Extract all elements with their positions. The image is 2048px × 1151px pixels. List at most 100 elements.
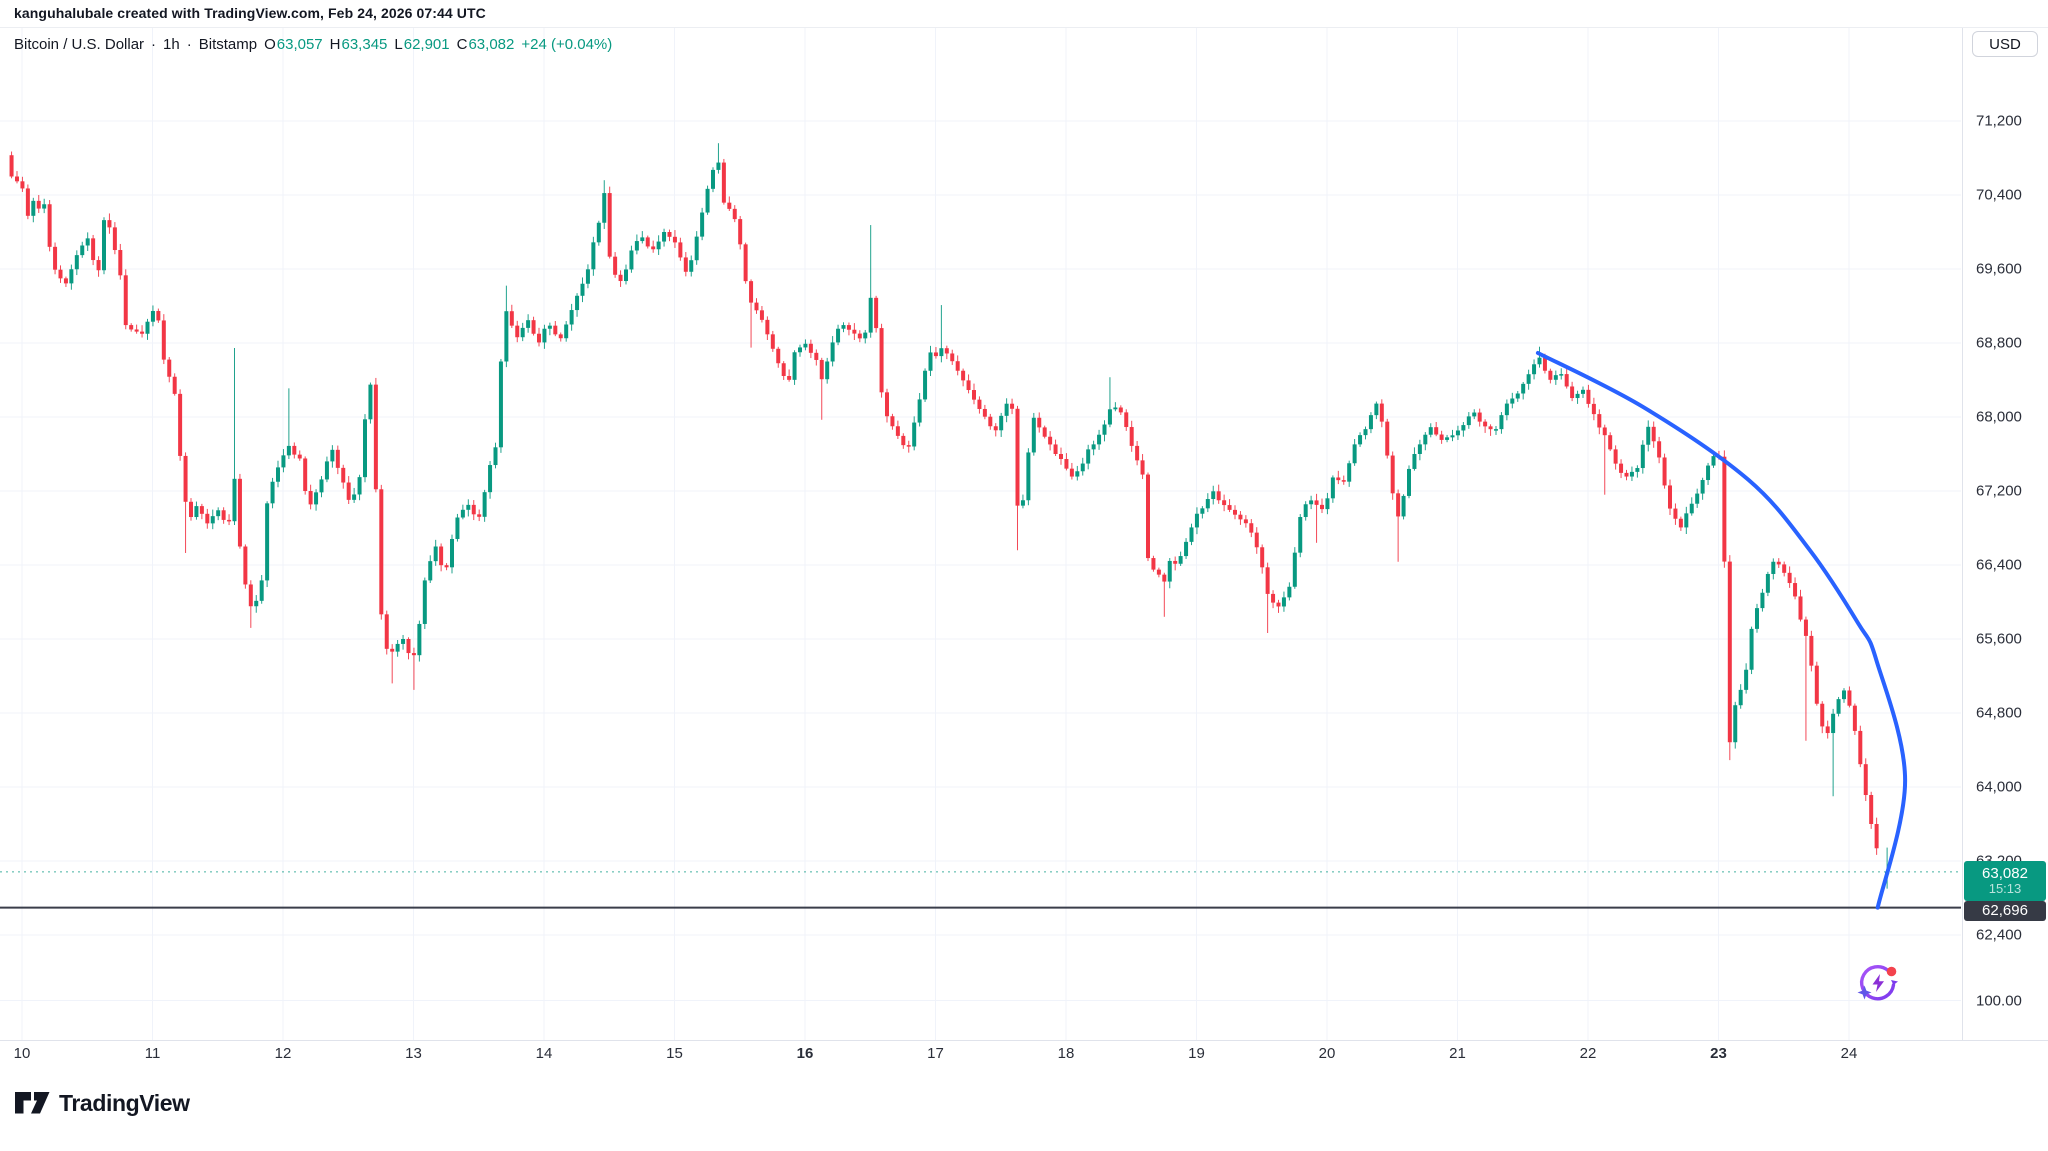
candle-body bbox=[1390, 455, 1395, 494]
time-axis[interactable]: 10 11 12 13 14 15 16 17 18 19 20 21 22 23 24 bbox=[0, 1040, 2048, 1064]
candle-body bbox=[536, 333, 541, 343]
candle-body bbox=[694, 236, 699, 261]
candle-body bbox=[488, 465, 493, 493]
candle-body bbox=[1004, 403, 1009, 416]
candle-body bbox=[1412, 454, 1417, 469]
candle-body bbox=[1118, 407, 1123, 413]
candle-body bbox=[1825, 726, 1830, 734]
candle-body bbox=[161, 320, 166, 360]
candle-body bbox=[1564, 374, 1569, 387]
candle-body bbox=[1396, 493, 1401, 517]
candle-body bbox=[884, 392, 889, 417]
candle-body bbox=[569, 310, 574, 325]
candle-body bbox=[221, 510, 226, 520]
candle-body bbox=[1504, 403, 1509, 416]
ai-sparkle-icon[interactable] bbox=[1857, 965, 1899, 1001]
candle-body bbox=[1548, 370, 1553, 380]
candle-body bbox=[1113, 407, 1118, 410]
candle-body bbox=[406, 639, 411, 654]
candle-body bbox=[1243, 519, 1248, 524]
candle-body bbox=[1271, 593, 1276, 603]
chart-legend: Bitcoin / U.S. Dollar · 1h · Bitstamp O … bbox=[14, 33, 612, 55]
candle-body bbox=[281, 455, 286, 468]
candle-body bbox=[618, 274, 623, 282]
circular-arrow-icon bbox=[1859, 965, 1896, 1001]
candle-body bbox=[678, 242, 683, 258]
candle-body bbox=[1401, 495, 1406, 517]
candle-body bbox=[303, 458, 308, 491]
candle-body bbox=[324, 461, 329, 480]
candle-body bbox=[1281, 597, 1286, 607]
candle-body bbox=[1200, 508, 1205, 514]
low-label: L bbox=[394, 35, 403, 53]
candle-body bbox=[183, 455, 188, 502]
candle-body bbox=[623, 269, 628, 282]
candle-body bbox=[216, 510, 221, 517]
candle-body bbox=[1863, 764, 1868, 796]
candle-body bbox=[1330, 477, 1335, 499]
candle-body bbox=[140, 331, 145, 334]
candle-body bbox=[335, 449, 340, 468]
candle-body bbox=[1292, 552, 1297, 587]
candle-body bbox=[232, 478, 237, 522]
candle-body bbox=[520, 327, 525, 338]
currency-button[interactable]: USD bbox=[1972, 31, 2038, 57]
candle-body bbox=[210, 516, 215, 524]
candle-body bbox=[672, 236, 677, 243]
candle-body bbox=[770, 334, 775, 349]
candle-body bbox=[526, 320, 531, 328]
candle-body bbox=[901, 435, 906, 446]
candle-body bbox=[808, 343, 813, 353]
candle-body bbox=[797, 347, 802, 353]
candle-body bbox=[716, 162, 721, 170]
sparkle-star-icon bbox=[1857, 985, 1872, 1000]
candle-body bbox=[1031, 417, 1036, 453]
candle-body bbox=[96, 260, 101, 271]
candle-body bbox=[645, 237, 650, 247]
candle-body bbox=[1608, 435, 1613, 450]
interval-label[interactable]: 1h bbox=[163, 35, 180, 53]
candle-body bbox=[580, 283, 585, 296]
candle-body bbox=[1782, 564, 1787, 573]
candle-body bbox=[1695, 493, 1700, 504]
time-axis-label: 21 bbox=[1449, 1045, 1466, 1062]
candle-body bbox=[227, 519, 232, 522]
candle-body bbox=[1249, 523, 1254, 533]
candle-body bbox=[1298, 517, 1303, 553]
candle-body bbox=[1222, 500, 1227, 506]
time-axis-label: 10 bbox=[13, 1045, 31, 1062]
candle-body bbox=[732, 208, 737, 220]
candle-body bbox=[91, 238, 96, 261]
candle-body bbox=[1428, 427, 1433, 435]
tradingview-logo[interactable]: TradingView bbox=[14, 1088, 190, 1118]
change-value: +24 (+0.04%) bbox=[521, 35, 613, 53]
candle-body bbox=[1570, 386, 1575, 399]
candle-body bbox=[1499, 415, 1504, 430]
candle-body bbox=[1162, 574, 1167, 582]
candle-body bbox=[395, 643, 400, 652]
candle-body bbox=[651, 246, 656, 250]
symbol-title[interactable]: Bitcoin / U.S. Dollar bbox=[14, 35, 145, 53]
time-axis-label: 16 bbox=[796, 1045, 814, 1062]
candle-body bbox=[417, 623, 422, 656]
candle-body bbox=[379, 489, 384, 615]
legend-separator: · bbox=[151, 35, 157, 53]
candle-body bbox=[1831, 713, 1836, 734]
candle-body bbox=[700, 212, 705, 237]
candle-body bbox=[1232, 509, 1237, 515]
candle-body bbox=[455, 517, 460, 539]
curve-drawing[interactable] bbox=[1535, 350, 1908, 910]
candle-body bbox=[596, 222, 601, 243]
candle-body bbox=[1667, 485, 1672, 509]
candle-body bbox=[1363, 429, 1368, 436]
candle-body bbox=[1640, 444, 1645, 469]
time-axis-label: 24 bbox=[1840, 1045, 1858, 1062]
candle-body bbox=[1075, 471, 1080, 477]
candle-body bbox=[1254, 532, 1259, 548]
exchange-label: Bitstamp bbox=[198, 35, 258, 53]
tradingview-logo-text: TradingView bbox=[59, 1089, 190, 1116]
candle-body bbox=[1178, 556, 1183, 564]
candle-body bbox=[85, 238, 90, 246]
